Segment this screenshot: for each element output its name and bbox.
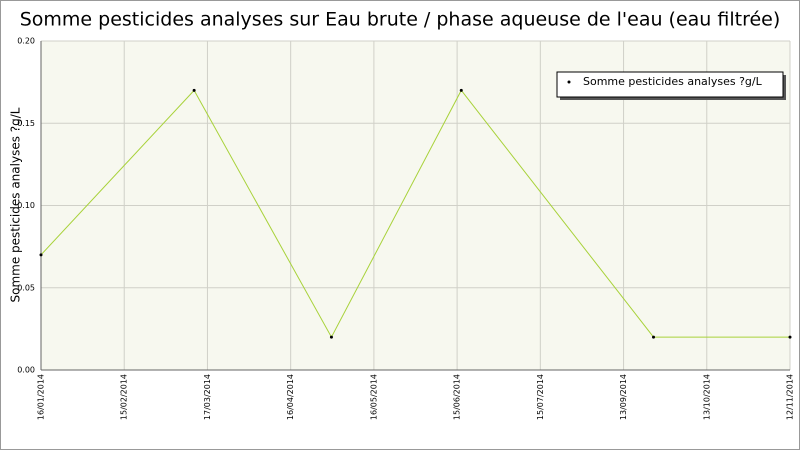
marker — [459, 88, 463, 92]
y-axis-label: Somme pesticides analyses ?g/L — [9, 107, 23, 302]
x-tick-label: 15/07/2014 — [536, 374, 545, 420]
line — [40, 89, 790, 339]
y-tick-label: 0.10 — [17, 201, 35, 210]
x-tick-label: 16/04/2014 — [286, 374, 295, 420]
marker — [192, 88, 196, 92]
x-tick-label: 13/09/2014 — [619, 374, 628, 420]
x-tick-label: 15/02/2014 — [120, 374, 129, 420]
x-tick-label: 15/06/2014 — [453, 374, 462, 420]
legend-label: Somme pesticides analyses ?g/L — [583, 75, 763, 88]
x-tick-label: 17/03/2014 — [203, 374, 212, 420]
y-tick-label: 0.20 — [17, 37, 35, 46]
y-tick-label: 0.00 — [17, 366, 35, 375]
marker — [788, 335, 792, 339]
y-tick-label: 0.15 — [17, 119, 35, 128]
marker — [39, 253, 43, 257]
y-tick-label: 0.05 — [17, 283, 35, 292]
marker — [329, 335, 333, 339]
x-tick-label: 16/05/2014 — [369, 374, 378, 420]
x-tick-label: 12/11/2014 — [786, 374, 795, 420]
x-tick-label: 16/01/2014 — [37, 374, 46, 420]
legend — [556, 71, 784, 98]
chart-title: Somme pesticides analyses sur Eau brute … — [20, 9, 781, 31]
legend-marker — [567, 80, 571, 84]
x-tick-label: 13/10/2014 — [702, 374, 711, 420]
marker — [652, 335, 656, 339]
